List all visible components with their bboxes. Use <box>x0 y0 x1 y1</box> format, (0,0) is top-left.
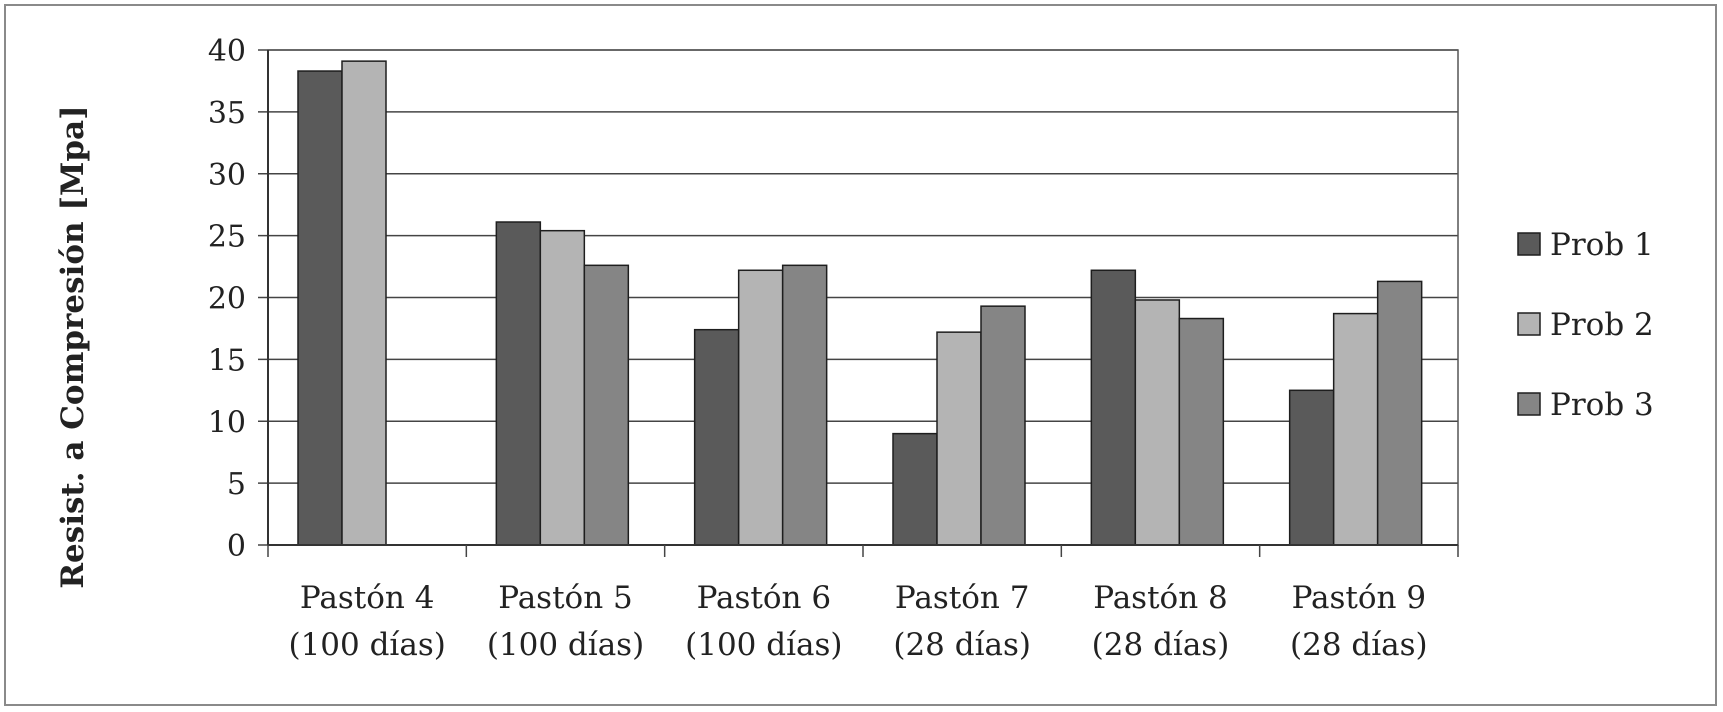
bar-prob-3 <box>583 264 630 546</box>
y-tick-label: 35 <box>208 96 246 131</box>
x-tick-label: (100 días) <box>288 627 445 663</box>
y-tick-label: 15 <box>208 343 246 378</box>
bar-prob-1 <box>297 70 343 546</box>
y-tick-label: 5 <box>227 467 246 502</box>
bar-prob-3 <box>980 305 1026 546</box>
legend-label: Prob 3 <box>1550 387 1654 423</box>
x-tick-label: Pastón 6 <box>697 580 832 616</box>
bar-prob-1 <box>892 432 938 546</box>
bar-prob-1 <box>495 221 542 546</box>
legend-label: Prob 1 <box>1550 227 1654 263</box>
axes <box>258 49 1459 557</box>
bar-prob-2 <box>341 60 387 546</box>
legend-swatch <box>1517 232 1541 256</box>
chart-frame <box>4 4 1717 706</box>
y-tick-label: 25 <box>208 220 246 255</box>
y-axis-label: Resist. a Compresión [Mpa] <box>55 105 91 588</box>
bars <box>297 60 1423 546</box>
bar-prob-2 <box>936 331 982 546</box>
y-tick-labels: 0 5 10 15 20 25 30 35 40 <box>208 34 246 564</box>
y-tick-label: 30 <box>208 158 246 193</box>
bar-prob-3 <box>1178 317 1225 546</box>
bar-prob-2 <box>1332 312 1379 546</box>
legend: Prob 1 Prob 2 Prob 3 <box>1517 227 1654 423</box>
bar-prob-1 <box>1288 389 1335 546</box>
x-tick-label: (28 días) <box>1290 627 1428 663</box>
bar-prob-2 <box>1134 299 1181 546</box>
x-tick-label: (100 días) <box>487 627 644 663</box>
bar-prob-2 <box>737 269 784 546</box>
y-tick-label: 10 <box>208 405 246 440</box>
y-tick-label: 0 <box>227 529 246 564</box>
bar-prob-3 <box>781 264 828 546</box>
bar-prob-1 <box>693 328 740 546</box>
x-tick-label: Pastón 5 <box>498 580 633 616</box>
x-tick-label: (100 días) <box>685 627 842 663</box>
legend-label: Prob 2 <box>1550 307 1654 343</box>
y-tick-label: 20 <box>208 282 246 317</box>
x-tick-label: Pastón 4 <box>300 580 435 616</box>
x-tick-label: Pastón 8 <box>1093 580 1228 616</box>
legend-swatch <box>1517 392 1541 416</box>
x-tick-label: Pastón 7 <box>895 580 1030 616</box>
x-tick-label: Pastón 9 <box>1292 580 1427 616</box>
x-tick-labels: Pastón 4 (100 días) Pastón 5 (100 días) Past… <box>288 580 1427 663</box>
x-tick-label: (28 días) <box>893 627 1031 663</box>
bar-prob-3 <box>1376 280 1423 546</box>
gridlines <box>268 49 1458 484</box>
bar-prob-1 <box>1090 269 1137 546</box>
bar-prob-2 <box>539 229 586 546</box>
x-tick-label: (28 días) <box>1092 627 1230 663</box>
legend-swatch <box>1517 312 1541 336</box>
y-tick-label: 40 <box>208 34 246 69</box>
